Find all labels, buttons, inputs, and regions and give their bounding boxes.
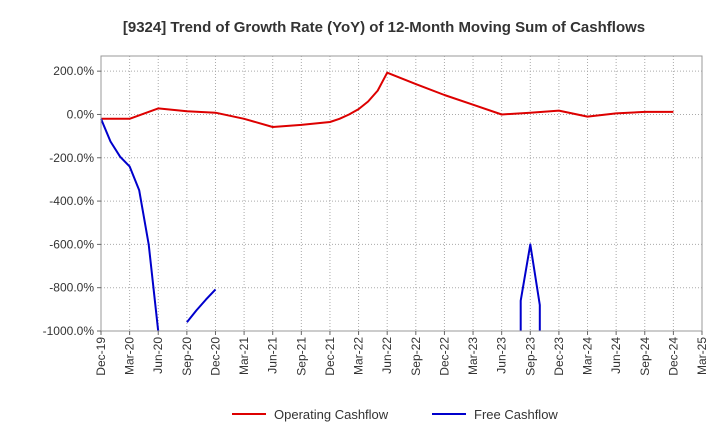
legend: Operating Cashflow Free Cashflow (232, 407, 558, 422)
x-tick-label: Jun-23 (495, 337, 509, 374)
y-tick-label: -200.0% (49, 151, 94, 165)
x-tick-label: Sep-22 (409, 337, 423, 376)
series-layer (100, 71, 674, 332)
x-tick-label: Jun-22 (380, 337, 394, 374)
x-tick-label: Dec-20 (208, 337, 222, 376)
series-line-free-cashflow (100, 118, 160, 332)
series-line-free-cashflow (519, 243, 541, 331)
x-tick-label: Sep-24 (638, 337, 652, 376)
grid (100, 56, 703, 332)
x-tick-label: Dec-21 (323, 337, 337, 376)
plot-border (100, 55, 703, 332)
x-tick-label: Sep-21 (294, 337, 308, 376)
x-tick-label: Mar-22 (352, 337, 366, 375)
x-tick-label: Mar-24 (581, 337, 595, 375)
series-line-operating-cashflow (101, 71, 674, 128)
x-tick-label: Mar-23 (466, 337, 480, 375)
x-tick-label: Mar-21 (237, 337, 251, 375)
y-tick-label: -600.0% (49, 237, 94, 251)
x-tick-label: Mar-20 (123, 337, 137, 375)
x-axis: Dec-19 Mar-20 Jun-20 Sep-20 Dec-20 Mar-21 Jun-… (94, 331, 709, 376)
y-tick-label: 200.0% (53, 64, 94, 78)
x-tick-label: Sep-23 (523, 337, 537, 376)
x-tick-label: Dec-24 (666, 337, 680, 376)
x-tick-label: Mar-25 (695, 337, 709, 375)
series-line-free-cashflow (186, 288, 217, 323)
x-tick-label: Dec-22 (437, 337, 451, 376)
x-tick-label: Jun-20 (151, 337, 165, 374)
x-tick-label: Dec-19 (94, 337, 108, 376)
y-tick-label: 0.0% (67, 107, 95, 121)
x-tick-label: Dec-23 (552, 337, 566, 376)
legend-label-free: Free Cashflow (474, 407, 558, 422)
legend-label-operating: Operating Cashflow (274, 407, 389, 422)
y-tick-label: -800.0% (49, 281, 94, 295)
y-tick-label: -400.0% (49, 194, 94, 208)
chart-title: [9324] Trend of Growth Rate (YoY) of 12-… (123, 19, 645, 36)
x-tick-label: Sep-20 (180, 337, 194, 376)
y-tick-label: -1000.0% (43, 324, 95, 338)
x-tick-label: Jun-21 (266, 337, 280, 374)
x-tick-label: Jun-24 (609, 337, 623, 374)
y-axis: 200.0% 0.0% -200.0% -400.0% -600.0% -800.0% -1… (43, 64, 101, 338)
